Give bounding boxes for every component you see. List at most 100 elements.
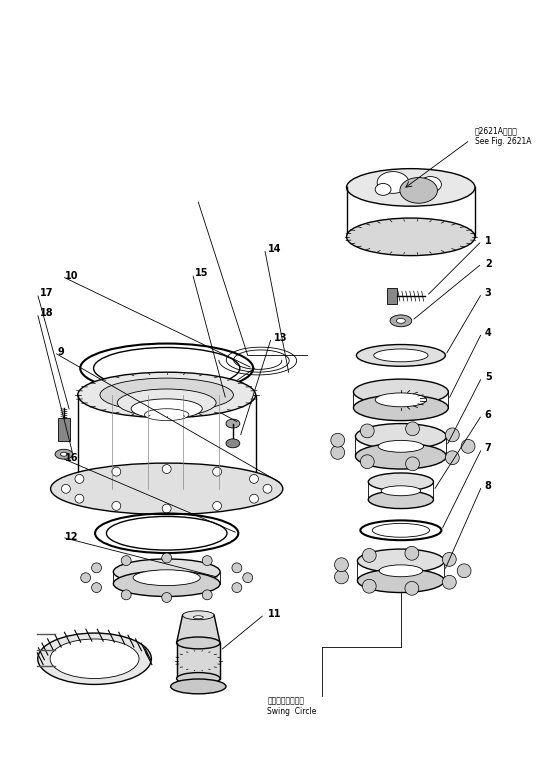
Ellipse shape xyxy=(171,679,226,694)
Circle shape xyxy=(75,494,84,503)
Circle shape xyxy=(360,455,374,469)
FancyBboxPatch shape xyxy=(387,288,397,304)
Circle shape xyxy=(92,563,101,573)
Ellipse shape xyxy=(211,388,226,398)
Text: 1: 1 xyxy=(485,235,492,246)
Circle shape xyxy=(232,563,242,573)
Text: 13: 13 xyxy=(274,333,288,343)
Circle shape xyxy=(162,465,171,473)
Circle shape xyxy=(250,475,258,483)
Circle shape xyxy=(263,484,272,493)
Circle shape xyxy=(232,583,242,593)
Ellipse shape xyxy=(347,169,475,206)
Ellipse shape xyxy=(379,565,422,577)
Text: 8: 8 xyxy=(485,481,492,491)
Text: 3: 3 xyxy=(485,288,492,298)
Circle shape xyxy=(362,580,376,593)
FancyBboxPatch shape xyxy=(393,518,409,542)
Circle shape xyxy=(213,501,221,510)
Circle shape xyxy=(405,457,420,471)
Ellipse shape xyxy=(377,172,409,193)
Ellipse shape xyxy=(358,569,444,593)
Circle shape xyxy=(461,439,475,453)
Ellipse shape xyxy=(113,571,220,597)
Ellipse shape xyxy=(375,183,391,195)
Ellipse shape xyxy=(78,372,256,418)
Circle shape xyxy=(335,558,348,572)
Text: 10: 10 xyxy=(65,271,78,281)
Circle shape xyxy=(362,549,376,563)
Text: 17: 17 xyxy=(40,288,54,298)
Ellipse shape xyxy=(390,315,412,327)
Ellipse shape xyxy=(354,379,449,405)
Text: 図2621Aを参照
See Fig. 2621A: 図2621Aを参照 See Fig. 2621A xyxy=(475,126,531,145)
Circle shape xyxy=(405,422,420,436)
Ellipse shape xyxy=(381,486,421,496)
Text: 2: 2 xyxy=(485,259,492,269)
Ellipse shape xyxy=(50,639,139,678)
Ellipse shape xyxy=(113,559,220,584)
Circle shape xyxy=(331,434,344,447)
Ellipse shape xyxy=(51,463,283,514)
Ellipse shape xyxy=(347,218,475,256)
Circle shape xyxy=(331,445,344,459)
Circle shape xyxy=(202,556,212,566)
Text: 18: 18 xyxy=(40,308,54,318)
Circle shape xyxy=(202,590,212,600)
FancyBboxPatch shape xyxy=(58,418,70,441)
Text: 6: 6 xyxy=(485,409,492,420)
Ellipse shape xyxy=(117,389,216,416)
Text: 15: 15 xyxy=(195,268,209,278)
Text: 11: 11 xyxy=(268,609,281,619)
Circle shape xyxy=(243,573,253,583)
Text: 7: 7 xyxy=(485,444,492,453)
Ellipse shape xyxy=(177,673,220,685)
Circle shape xyxy=(92,583,101,593)
Text: スイングサークル
Swing  Circle: スイングサークル Swing Circle xyxy=(268,696,317,716)
Ellipse shape xyxy=(60,452,68,456)
Ellipse shape xyxy=(211,402,226,412)
Ellipse shape xyxy=(55,449,73,459)
Ellipse shape xyxy=(368,473,433,491)
Circle shape xyxy=(162,593,172,602)
Ellipse shape xyxy=(400,177,438,204)
Circle shape xyxy=(121,590,131,600)
Polygon shape xyxy=(177,643,220,678)
Ellipse shape xyxy=(183,611,214,620)
Ellipse shape xyxy=(420,176,441,193)
Ellipse shape xyxy=(177,637,220,649)
Ellipse shape xyxy=(375,393,427,407)
Circle shape xyxy=(81,573,90,583)
Ellipse shape xyxy=(356,344,445,366)
Circle shape xyxy=(75,475,84,483)
Circle shape xyxy=(457,564,471,578)
Ellipse shape xyxy=(193,615,203,618)
Ellipse shape xyxy=(358,549,444,573)
Circle shape xyxy=(213,467,221,476)
Circle shape xyxy=(445,428,459,442)
Polygon shape xyxy=(177,615,220,643)
Circle shape xyxy=(121,556,131,566)
Ellipse shape xyxy=(131,399,202,419)
Circle shape xyxy=(335,570,348,584)
Text: 16: 16 xyxy=(65,453,78,463)
Circle shape xyxy=(112,501,121,510)
Ellipse shape xyxy=(396,319,405,323)
Circle shape xyxy=(405,581,419,595)
Ellipse shape xyxy=(106,517,227,550)
Ellipse shape xyxy=(372,524,429,537)
Ellipse shape xyxy=(374,349,428,362)
Text: 5: 5 xyxy=(485,372,492,382)
Circle shape xyxy=(445,451,459,465)
Ellipse shape xyxy=(38,633,152,685)
Text: 4: 4 xyxy=(485,328,492,338)
Text: 12: 12 xyxy=(65,532,78,542)
Text: 9: 9 xyxy=(57,347,64,357)
Circle shape xyxy=(443,575,456,589)
Circle shape xyxy=(162,504,171,513)
Ellipse shape xyxy=(368,491,433,509)
Ellipse shape xyxy=(378,441,423,452)
Ellipse shape xyxy=(354,395,449,420)
Ellipse shape xyxy=(133,570,201,586)
Ellipse shape xyxy=(226,439,240,448)
